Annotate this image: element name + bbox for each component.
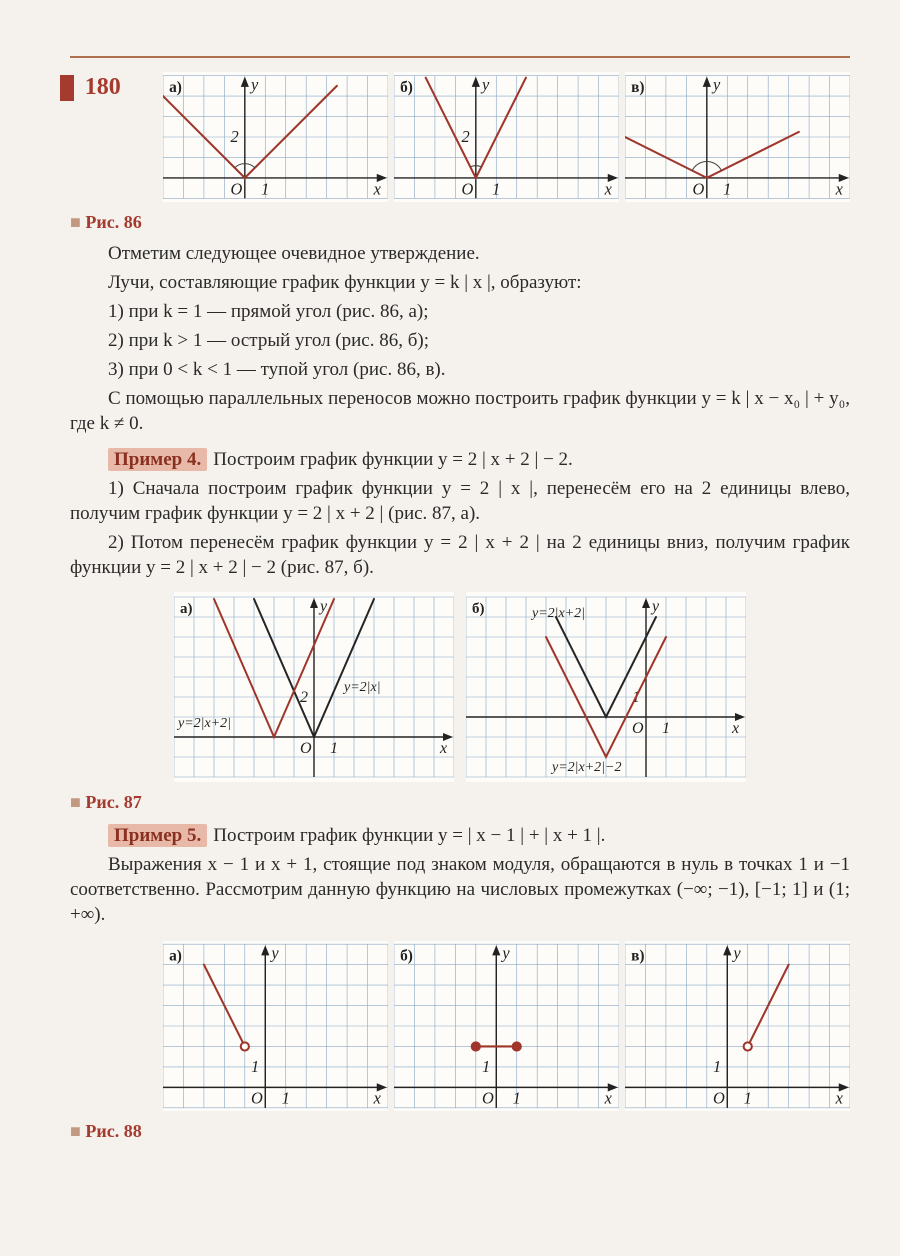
body-text-1: Отметим следующее очевидное утверждение.… (70, 241, 850, 437)
para: 2) при k > 1 — острый угол (рис. 86, б); (70, 328, 850, 353)
svg-text:2: 2 (300, 689, 308, 706)
svg-text:y: y (249, 75, 259, 94)
svg-text:y=2|x+2|: y=2|x+2| (530, 606, 585, 621)
para: 2) Потом перенесём график функции y = 2 … (70, 530, 850, 580)
svg-text:1: 1 (713, 1057, 721, 1076)
svg-text:y=2|x|: y=2|x| (342, 680, 381, 695)
svg-text:1: 1 (282, 1089, 290, 1108)
figure-87-row: O 1 2 x y а) y=2|x| y=2|x+2| O 1 1 x y б) y=2|x+2| y=2… (70, 592, 850, 782)
figure-86-row: {} O1xy2а) O1xy2б) O1xyв) (70, 72, 850, 202)
svg-text:x: x (604, 179, 613, 198)
svg-text:2: 2 (462, 127, 470, 146)
svg-text:x: x (731, 720, 739, 737)
figure-86-label: ■ Рис. 86 (70, 212, 850, 233)
figure-86-v: O1 x y в) (625, 72, 850, 202)
svg-text:1: 1 (744, 1089, 752, 1108)
figure-87-a: O 1 2 x y а) y=2|x| y=2|x+2| (174, 592, 454, 782)
figure-88-v: O11xyв) (625, 941, 850, 1111)
para: Лучи, составляющие график функции y = k … (70, 270, 850, 295)
example-5-title: Построим график функции y = | x − 1 | + … (213, 825, 605, 846)
svg-text:б): б) (400, 79, 413, 96)
svg-text:в): в) (631, 948, 644, 965)
svg-text:y: y (711, 75, 721, 94)
svg-text:б): б) (400, 948, 413, 965)
para: Отметим следующее очевидное утверждение. (70, 241, 850, 266)
svg-text:1: 1 (251, 1057, 259, 1076)
svg-text:y: y (480, 75, 490, 94)
figure-88-row: O11xyа) O11xyб) O11xyв) (70, 941, 850, 1111)
figure-86-a: {} O1xy2а) (163, 72, 388, 202)
example-4-tag: Пример 4. (108, 448, 207, 471)
svg-text:x: x (835, 179, 844, 198)
svg-text:в): в) (631, 79, 644, 96)
svg-text:O: O (632, 720, 644, 737)
svg-text:1: 1 (330, 740, 338, 757)
page-header: 180 (60, 74, 121, 106)
para: 1) Сначала построим график функции y = 2… (70, 476, 850, 526)
svg-text:x: x (373, 179, 382, 198)
svg-text:O: O (231, 179, 243, 198)
svg-text:O: O (693, 179, 705, 198)
svg-text:а): а) (169, 79, 182, 96)
example-4-title: Построим график функции y = 2 | x + 2 | … (213, 449, 573, 470)
svg-text:x: x (604, 1089, 613, 1108)
figure-87-b: O11xyб)y=2|x+2|y=2|x+2|−2 (466, 592, 746, 782)
svg-text:O: O (300, 740, 312, 757)
page-number-decoration (60, 75, 74, 101)
svg-text:O: O (713, 1089, 725, 1108)
example-5-tag: Пример 5. (108, 824, 207, 847)
figure-87-label: ■ Рис. 87 (70, 792, 850, 813)
header-rule (70, 56, 850, 58)
svg-text:O: O (482, 1089, 494, 1108)
para: Выражения x − 1 и x + 1, стоящие под зна… (70, 852, 850, 927)
svg-text:1: 1 (261, 179, 269, 198)
figure-88-b: O11xyб) (394, 941, 619, 1111)
svg-text:а): а) (180, 601, 193, 617)
svg-text:1: 1 (662, 720, 670, 737)
svg-text:x: x (373, 1089, 382, 1108)
svg-text:x: x (439, 740, 447, 757)
svg-text:1: 1 (482, 1057, 490, 1076)
svg-text:y=2|x+2|−2: y=2|x+2|−2 (550, 760, 621, 775)
svg-text:y: y (318, 598, 328, 615)
page-number: 180 (85, 74, 121, 100)
svg-text:y=2|x+2|: y=2|x+2| (176, 716, 231, 731)
svg-text:y: y (269, 944, 279, 963)
svg-text:2: 2 (231, 127, 239, 146)
para: С помощью параллельных переносов можно п… (70, 386, 850, 436)
svg-text:1: 1 (723, 179, 731, 198)
svg-text:а): а) (169, 948, 182, 965)
figure-88-label: ■ Рис. 88 (70, 1121, 850, 1142)
svg-text:1: 1 (492, 179, 500, 198)
svg-text:1: 1 (513, 1089, 521, 1108)
example-4: Пример 4. Построим график функции y = 2 |… (70, 447, 850, 580)
svg-text:y: y (731, 944, 741, 963)
para: 3) при 0 < k < 1 — тупой угол (рис. 86, … (70, 357, 850, 382)
example-5: Пример 5. Построим график функции y = | x… (70, 823, 850, 927)
figure-88-a: O11xyа) (163, 941, 388, 1111)
svg-text:O: O (462, 179, 474, 198)
svg-text:y: y (650, 598, 660, 615)
svg-text:б): б) (472, 601, 485, 617)
svg-text:O: O (251, 1089, 263, 1108)
svg-text:x: x (835, 1089, 844, 1108)
para: 1) при k = 1 — прямой угол (рис. 86, а); (70, 299, 850, 324)
svg-text:y: y (500, 944, 510, 963)
figure-86-b: O1 x y 2 б) (394, 72, 619, 202)
